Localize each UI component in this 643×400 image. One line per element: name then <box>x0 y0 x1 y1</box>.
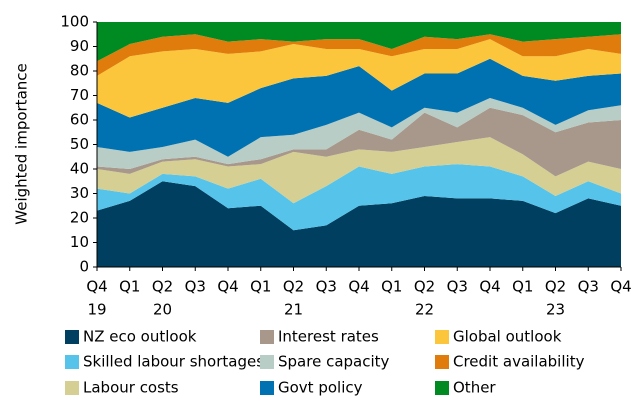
y-tick-label: 10 <box>70 233 89 251</box>
area <box>97 34 621 76</box>
y-tick-label: 100 <box>60 13 89 31</box>
legend-swatch <box>435 330 449 344</box>
area <box>97 181 621 267</box>
x-tick-label: Q4 <box>348 278 369 296</box>
legend-label: Interest rates <box>278 328 379 346</box>
x-tick-label: Q2 <box>414 278 435 296</box>
x-year-label: 22 <box>415 301 434 319</box>
legend-swatch <box>65 355 79 369</box>
legend-swatch <box>435 381 449 395</box>
x-year-label: 23 <box>546 301 565 319</box>
area <box>97 164 621 231</box>
y-tick-label: 90 <box>70 37 89 55</box>
area <box>97 97 621 169</box>
x-tick-label: Q3 <box>316 278 337 296</box>
legend-label: Global outlook <box>453 328 562 346</box>
area <box>97 22 621 62</box>
y-tick-label: 0 <box>79 258 89 276</box>
area <box>97 137 621 204</box>
legend-swatch <box>260 330 274 344</box>
legend-label: Govt policy <box>278 379 363 397</box>
x-year-label: 20 <box>153 301 172 319</box>
x-year-label: 21 <box>284 301 303 319</box>
area <box>97 58 621 157</box>
x-tick-label: Q4 <box>86 278 107 296</box>
legend-label: Other <box>453 379 496 397</box>
legend-label: Credit availability <box>453 353 585 371</box>
x-tick-label: Q3 <box>447 278 468 296</box>
y-tick-label: 50 <box>70 135 89 153</box>
area <box>97 107 621 177</box>
x-tick-label: Q2 <box>283 278 304 296</box>
x-tick-label: Q2 <box>545 278 566 296</box>
y-tick-label: 30 <box>70 184 89 202</box>
y-tick-label: 80 <box>70 62 89 80</box>
y-tick-label: 20 <box>70 209 89 227</box>
x-tick-label: Q2 <box>152 278 173 296</box>
legend-label: Labour costs <box>83 379 179 397</box>
legend-swatch <box>260 381 274 395</box>
x-tick-label: Q3 <box>578 278 599 296</box>
x-tick-label: Q3 <box>185 278 206 296</box>
x-tick-label: Q1 <box>381 278 402 296</box>
y-tick-label: 70 <box>70 86 89 104</box>
x-tick-label: Q4 <box>610 278 631 296</box>
area <box>97 39 621 118</box>
x-tick-label: Q4 <box>217 278 238 296</box>
y-tick-label: 40 <box>70 160 89 178</box>
legend-label: Skilled labour shortages <box>83 353 264 371</box>
legend-swatch <box>65 381 79 395</box>
x-tick-label: Q1 <box>119 278 140 296</box>
x-tick-label: Q4 <box>479 278 500 296</box>
legend-label: NZ eco outlook <box>83 328 197 346</box>
x-tick-label: Q1 <box>250 278 271 296</box>
legend-swatch <box>435 355 449 369</box>
x-tick-label: Q1 <box>512 278 533 296</box>
y-axis-label: Weighted importance <box>13 63 31 224</box>
y-tick-label: 60 <box>70 111 89 129</box>
legend-swatch <box>65 330 79 344</box>
legend-swatch <box>260 355 274 369</box>
legend-label: Spare capacity <box>278 353 390 371</box>
x-year-label: 19 <box>87 301 106 319</box>
